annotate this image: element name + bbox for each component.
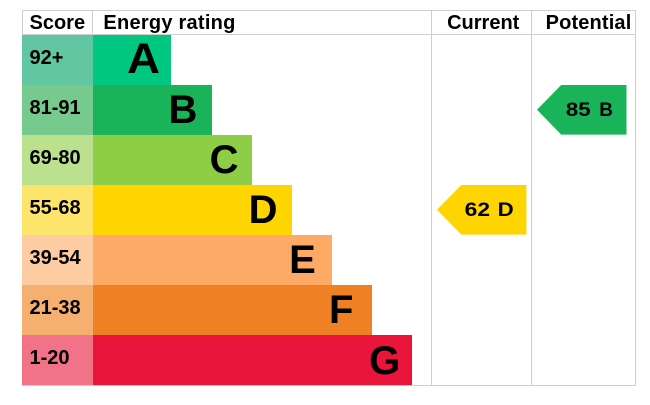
svg-text:D: D xyxy=(498,200,514,221)
svg-text:B: B xyxy=(599,100,613,121)
svg-text:85: 85 xyxy=(566,100,591,121)
svg-text:62: 62 xyxy=(465,200,490,221)
